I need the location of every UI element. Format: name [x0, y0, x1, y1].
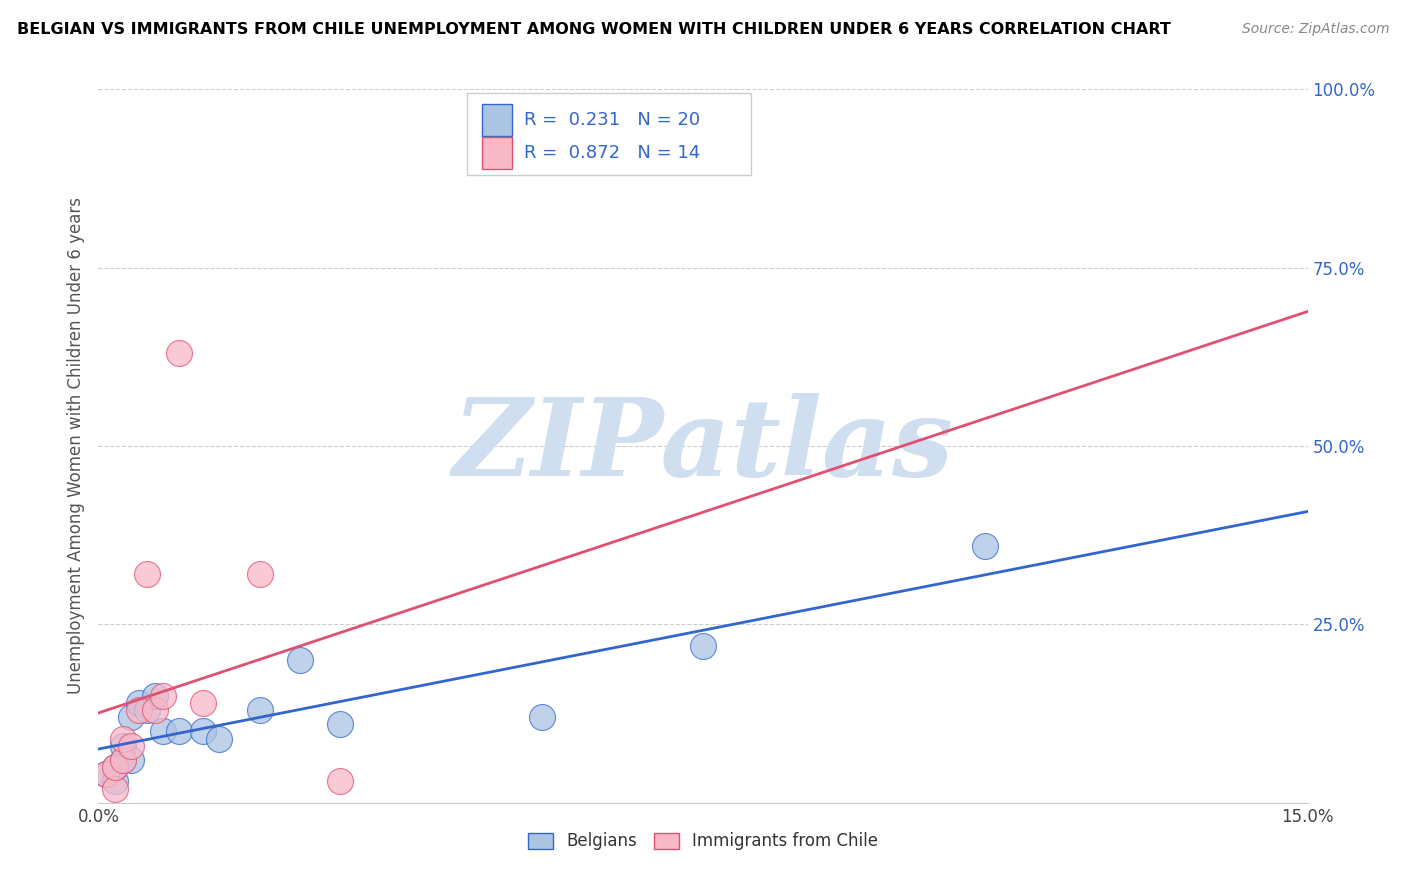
Point	[167, 346, 190, 360]
Y-axis label: Unemployment Among Women with Children Under 6 years: Unemployment Among Women with Children U…	[66, 197, 84, 695]
Legend: Belgians, Immigrants from Chile: Belgians, Immigrants from Chile	[520, 824, 886, 859]
Text: R =  0.872   N = 14: R = 0.872 N = 14	[524, 145, 700, 162]
Point	[152, 689, 174, 703]
Point	[111, 731, 134, 746]
Point	[143, 703, 166, 717]
Point	[193, 696, 215, 710]
Point	[143, 689, 166, 703]
Point	[249, 567, 271, 582]
Point	[103, 781, 125, 796]
Bar	[482, 103, 512, 136]
Point	[329, 774, 352, 789]
Point	[111, 739, 134, 753]
Point	[193, 724, 215, 739]
Point	[288, 653, 311, 667]
Point	[96, 767, 118, 781]
Text: Source: ZipAtlas.com: Source: ZipAtlas.com	[1241, 22, 1389, 37]
Bar	[482, 137, 512, 169]
Text: BELGIAN VS IMMIGRANTS FROM CHILE UNEMPLOYMENT AMONG WOMEN WITH CHILDREN UNDER 6 : BELGIAN VS IMMIGRANTS FROM CHILE UNEMPLO…	[17, 22, 1171, 37]
Point	[974, 539, 997, 553]
Text: R =  0.231   N = 20: R = 0.231 N = 20	[524, 111, 700, 128]
Point	[103, 774, 125, 789]
Point	[329, 717, 352, 731]
Text: ZIPatlas: ZIPatlas	[453, 393, 953, 499]
Point	[692, 639, 714, 653]
Point	[96, 767, 118, 781]
Point	[128, 696, 150, 710]
Point	[103, 760, 125, 774]
Point	[111, 753, 134, 767]
Point	[249, 703, 271, 717]
Point	[120, 710, 142, 724]
Point	[208, 731, 231, 746]
Point	[152, 724, 174, 739]
Point	[135, 703, 157, 717]
Point	[103, 760, 125, 774]
Bar	[467, 93, 751, 175]
Point	[120, 753, 142, 767]
Point	[128, 703, 150, 717]
Point	[120, 739, 142, 753]
Point	[111, 753, 134, 767]
Point	[135, 567, 157, 582]
Point	[530, 710, 553, 724]
Point	[167, 724, 190, 739]
